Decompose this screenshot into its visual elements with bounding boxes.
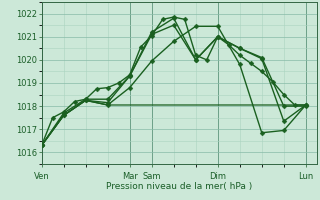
X-axis label: Pression niveau de la mer( hPa ): Pression niveau de la mer( hPa ) (106, 182, 252, 191)
